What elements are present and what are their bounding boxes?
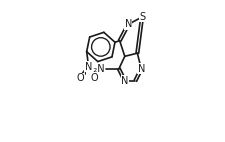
Text: O: O xyxy=(90,73,97,83)
Text: H₂N: H₂N xyxy=(86,64,105,74)
Text: N: N xyxy=(85,62,92,72)
Text: N: N xyxy=(124,19,131,29)
Text: O: O xyxy=(76,73,84,83)
Text: N: N xyxy=(137,64,144,74)
Text: N: N xyxy=(121,76,128,86)
Text: S: S xyxy=(138,12,144,22)
